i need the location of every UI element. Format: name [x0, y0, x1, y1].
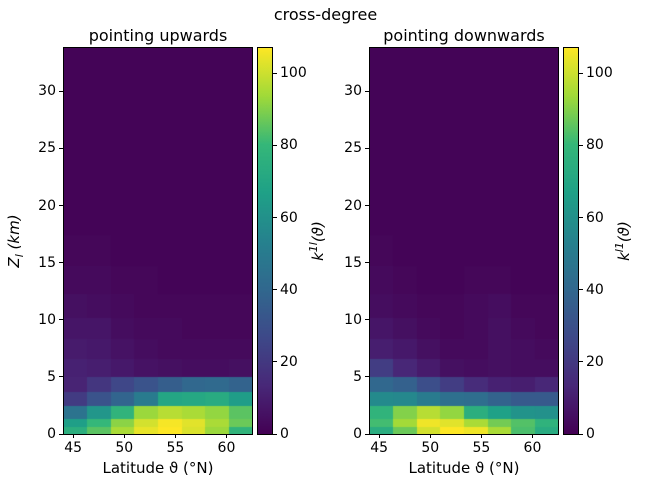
- colorbar-tick-mark: [273, 361, 277, 363]
- x-tick-mark: [174, 434, 176, 438]
- colorbar-gradient-upwards: [258, 48, 272, 434]
- colorbar-tick-label: 20: [586, 353, 604, 370]
- x-tick-mark: [429, 434, 431, 438]
- colorbar-tick-mark: [579, 289, 583, 291]
- x-tick-label: 50: [421, 440, 440, 456]
- y-tick-label: 15: [344, 254, 362, 271]
- y-tick-mark: [59, 433, 63, 435]
- colorbar-tick-label: 20: [280, 353, 298, 370]
- y-tick-mark: [59, 376, 63, 378]
- y-tick-label: 30: [344, 83, 362, 100]
- colorbar-gradient-downwards: [564, 48, 578, 434]
- axes-downwards: [369, 47, 559, 435]
- colorbar-label-upwards: k1l(ϑ): [307, 221, 327, 261]
- colorbar-tick-mark: [579, 217, 583, 219]
- x-axis-label-downwards: Latitude ϑ (°N): [408, 459, 520, 477]
- y-tick-mark: [365, 319, 369, 321]
- y-tick-label: 20: [38, 197, 56, 214]
- y-tick-label: 10: [38, 311, 56, 328]
- colorbar-tick-mark: [273, 72, 277, 74]
- y-tick-label: 5: [353, 368, 362, 385]
- subplot-title-downwards: pointing downwards: [383, 26, 545, 45]
- colorbar-tick-mark: [579, 433, 583, 435]
- y-tick-label: 0: [353, 426, 362, 442]
- x-tick-label: 45: [370, 440, 389, 456]
- colorbar-tick-mark: [273, 289, 277, 291]
- x-tick-mark: [480, 434, 482, 438]
- figure-title: cross-degree: [273, 5, 378, 24]
- colorbar-tick-label: 100: [280, 65, 307, 82]
- y-tick-mark: [59, 90, 63, 92]
- colorbar-label-downwards: kl1(ϑ): [613, 221, 633, 261]
- y-tick-mark: [59, 147, 63, 149]
- y-tick-label: 15: [38, 254, 56, 271]
- y-tick-label: 30: [38, 83, 56, 100]
- colorbar-tick-label: 0: [280, 426, 289, 442]
- colorbar-upwards: [257, 47, 273, 435]
- y-tick-mark: [365, 147, 369, 149]
- x-tick-mark: [123, 434, 125, 438]
- y-tick-label: 10: [344, 311, 362, 328]
- colorbar-tick-mark: [579, 144, 583, 146]
- y-tick-label: 5: [47, 368, 56, 385]
- colorbar-tick-mark: [273, 144, 277, 146]
- colorbar-tick-label: 80: [586, 137, 604, 154]
- x-tick-mark: [531, 434, 533, 438]
- y-tick-mark: [59, 262, 63, 264]
- colorbar-tick-label: 80: [280, 137, 298, 154]
- colorbar-downwards: [563, 47, 579, 435]
- x-tick-label: 60: [523, 440, 542, 456]
- y-tick-mark: [59, 319, 63, 321]
- x-tick-label: 50: [115, 440, 134, 456]
- y-tick-mark: [365, 433, 369, 435]
- axes-upwards: [63, 47, 253, 435]
- x-tick-label: 60: [217, 440, 236, 456]
- y-axis-label: Zl (km): [5, 214, 26, 268]
- y-tick-mark: [365, 376, 369, 378]
- subplot-title-upwards: pointing upwards: [88, 26, 228, 45]
- x-tick-mark: [225, 434, 227, 438]
- colorbar-tick-label: 0: [586, 426, 595, 442]
- y-tick-label: 25: [38, 140, 56, 157]
- x-axis-label-upwards: Latitude ϑ (°N): [102, 459, 214, 477]
- y-tick-label: 20: [344, 197, 362, 214]
- x-tick-label: 55: [166, 440, 185, 456]
- y-tick-mark: [59, 205, 63, 207]
- colorbar-tick-label: 40: [586, 281, 604, 298]
- y-tick-mark: [365, 262, 369, 264]
- colorbar-tick-mark: [273, 217, 277, 219]
- colorbar-tick-label: 60: [280, 209, 298, 226]
- x-tick-label: 45: [64, 440, 83, 456]
- colorbar-tick-label: 100: [586, 65, 613, 82]
- x-tick-mark: [378, 434, 380, 438]
- heatmap-downwards: [370, 48, 558, 434]
- y-tick-label: 0: [47, 426, 56, 442]
- x-tick-label: 55: [472, 440, 491, 456]
- colorbar-tick-mark: [579, 72, 583, 74]
- y-tick-mark: [365, 90, 369, 92]
- colorbar-tick-label: 40: [280, 281, 298, 298]
- y-tick-label: 25: [344, 140, 362, 157]
- colorbar-tick-mark: [273, 433, 277, 435]
- heatmap-upwards: [64, 48, 252, 434]
- x-tick-mark: [72, 434, 74, 438]
- colorbar-tick-label: 60: [586, 209, 604, 226]
- y-tick-mark: [365, 205, 369, 207]
- colorbar-tick-mark: [579, 361, 583, 363]
